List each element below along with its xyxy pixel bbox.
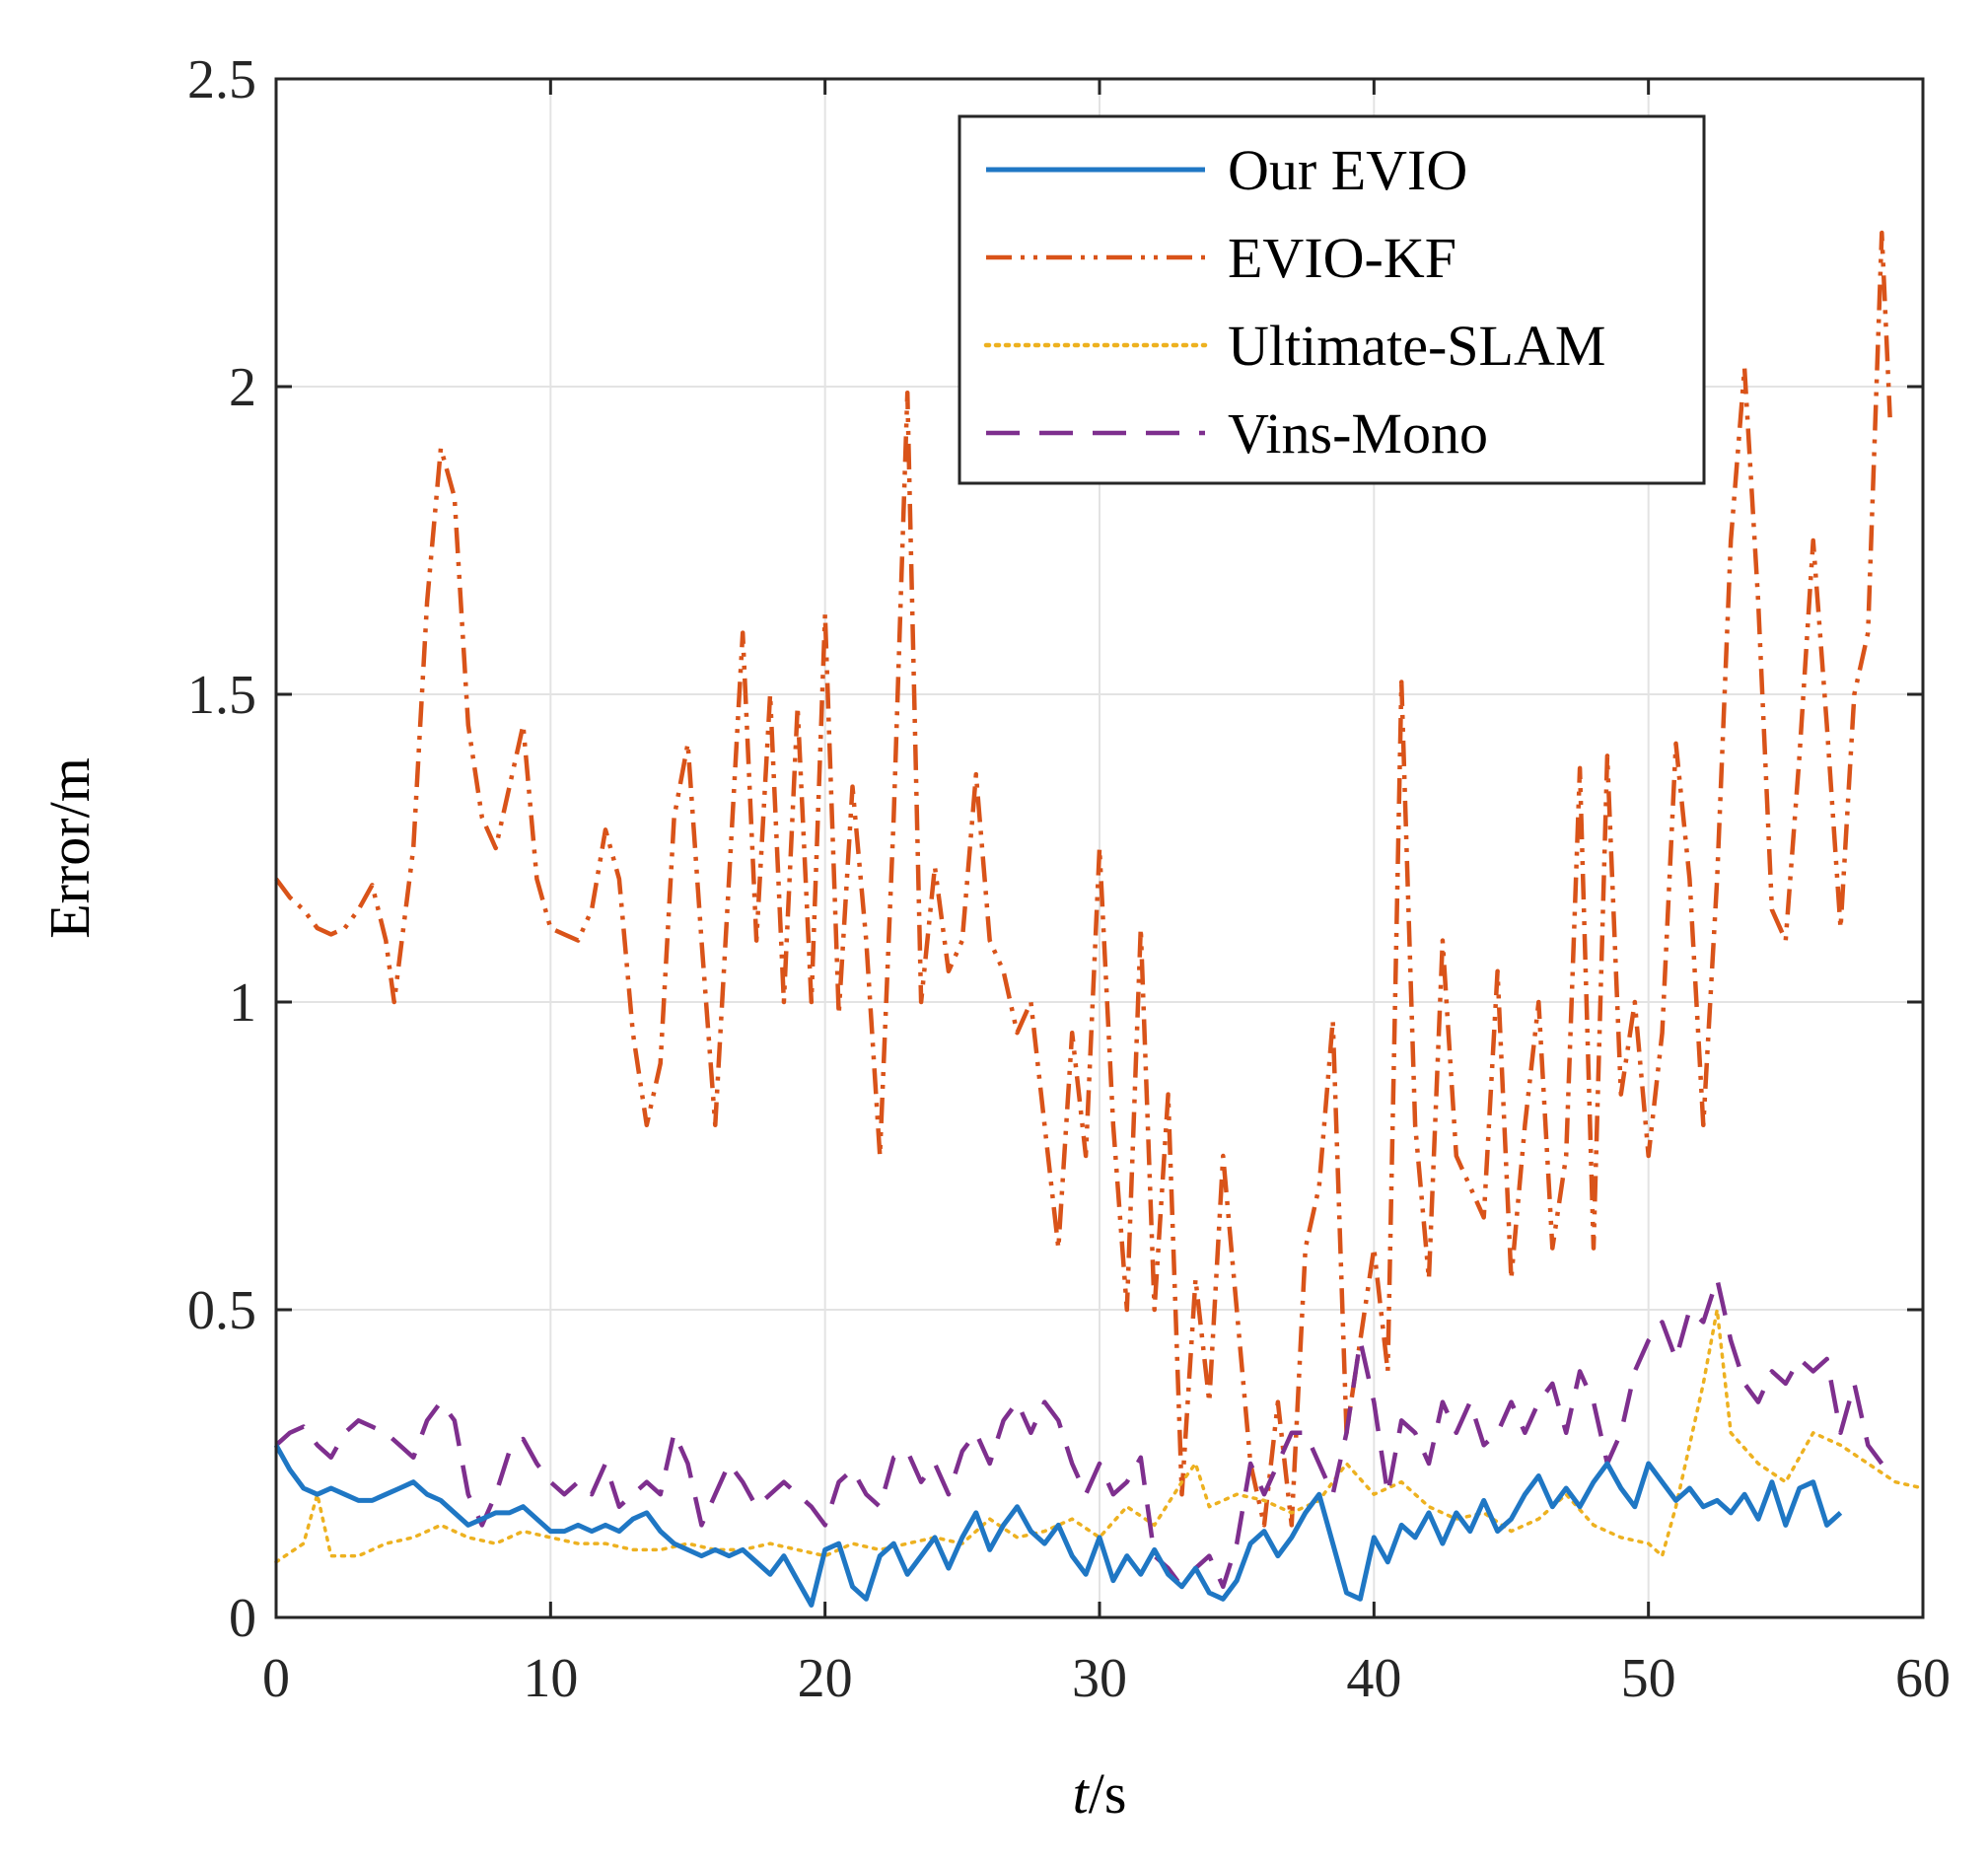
y-axis-label: Error/m xyxy=(37,757,102,939)
legend-label-evio-kf: EVIO-KF xyxy=(1228,226,1456,290)
x-tick-label: 20 xyxy=(798,1648,853,1709)
series-layer xyxy=(273,230,1925,1608)
series-line-vins-mono xyxy=(274,1276,1884,1590)
x-tick-label: 40 xyxy=(1346,1648,1401,1709)
x-tick-label: 50 xyxy=(1621,1648,1676,1709)
y-tick-label: 2.5 xyxy=(187,49,256,110)
x-tick-label: 10 xyxy=(523,1648,578,1709)
y-tick-label: 0 xyxy=(229,1588,256,1649)
series-line-evio-kf xyxy=(274,230,1892,1528)
x-axis-label-unit: /s xyxy=(1089,1761,1127,1826)
axis-ticks: 0 10 20 30 40 50 60 0 0.5 1 1.5 2 2.5 xyxy=(187,49,1951,1709)
legend-box xyxy=(958,114,1706,485)
y-tick-label: 0.5 xyxy=(187,1280,256,1341)
y-tick-label: 1.5 xyxy=(187,665,256,726)
legend: Our EVIO EVIO-KF Ultimate-SLAM Vins-Mono xyxy=(958,114,1706,485)
x-axis-label: t/s xyxy=(1073,1761,1127,1826)
y-tick-label: 2 xyxy=(229,357,256,418)
legend-label-vins-mono: Vins-Mono xyxy=(1228,401,1488,466)
series-line-our-evio xyxy=(273,1444,1843,1608)
x-axis-label-italic: t xyxy=(1073,1761,1091,1826)
x-tick-label: 60 xyxy=(1895,1648,1951,1709)
y-tick-label: 1 xyxy=(229,972,256,1034)
x-tick-label: 30 xyxy=(1072,1648,1127,1709)
x-tick-label: 0 xyxy=(262,1648,290,1709)
legend-label-ultimate-slam: Ultimate-SLAM xyxy=(1228,314,1605,378)
legend-label-our-evio: Our EVIO xyxy=(1228,138,1467,202)
